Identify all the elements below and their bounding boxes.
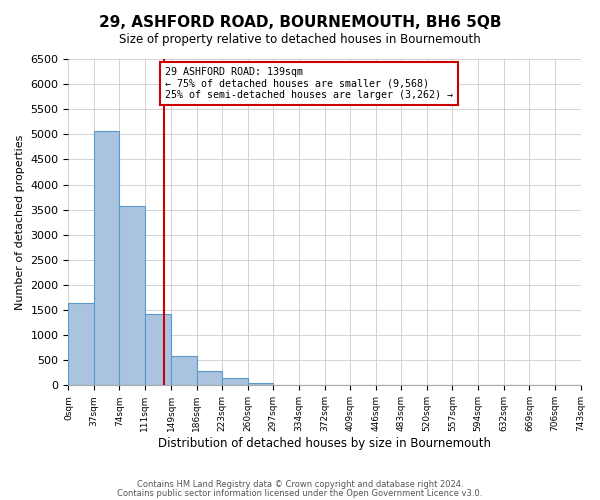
Bar <box>248 383 273 386</box>
Text: 29 ASHFORD ROAD: 139sqm
← 75% of detached houses are smaller (9,568)
25% of semi: 29 ASHFORD ROAD: 139sqm ← 75% of detache… <box>165 66 453 100</box>
Text: Contains HM Land Registry data © Crown copyright and database right 2024.: Contains HM Land Registry data © Crown c… <box>137 480 463 489</box>
Bar <box>119 206 145 386</box>
Bar <box>94 132 119 386</box>
Text: Size of property relative to detached houses in Bournemouth: Size of property relative to detached ho… <box>119 32 481 46</box>
Text: 29, ASHFORD ROAD, BOURNEMOUTH, BH6 5QB: 29, ASHFORD ROAD, BOURNEMOUTH, BH6 5QB <box>99 15 501 30</box>
X-axis label: Distribution of detached houses by size in Bournemouth: Distribution of detached houses by size … <box>158 437 491 450</box>
Bar <box>197 371 222 386</box>
Y-axis label: Number of detached properties: Number of detached properties <box>15 134 25 310</box>
Bar <box>222 378 248 386</box>
Bar <box>171 356 197 386</box>
Bar <box>145 314 171 386</box>
Bar <box>68 302 94 386</box>
Text: Contains public sector information licensed under the Open Government Licence v3: Contains public sector information licen… <box>118 488 482 498</box>
